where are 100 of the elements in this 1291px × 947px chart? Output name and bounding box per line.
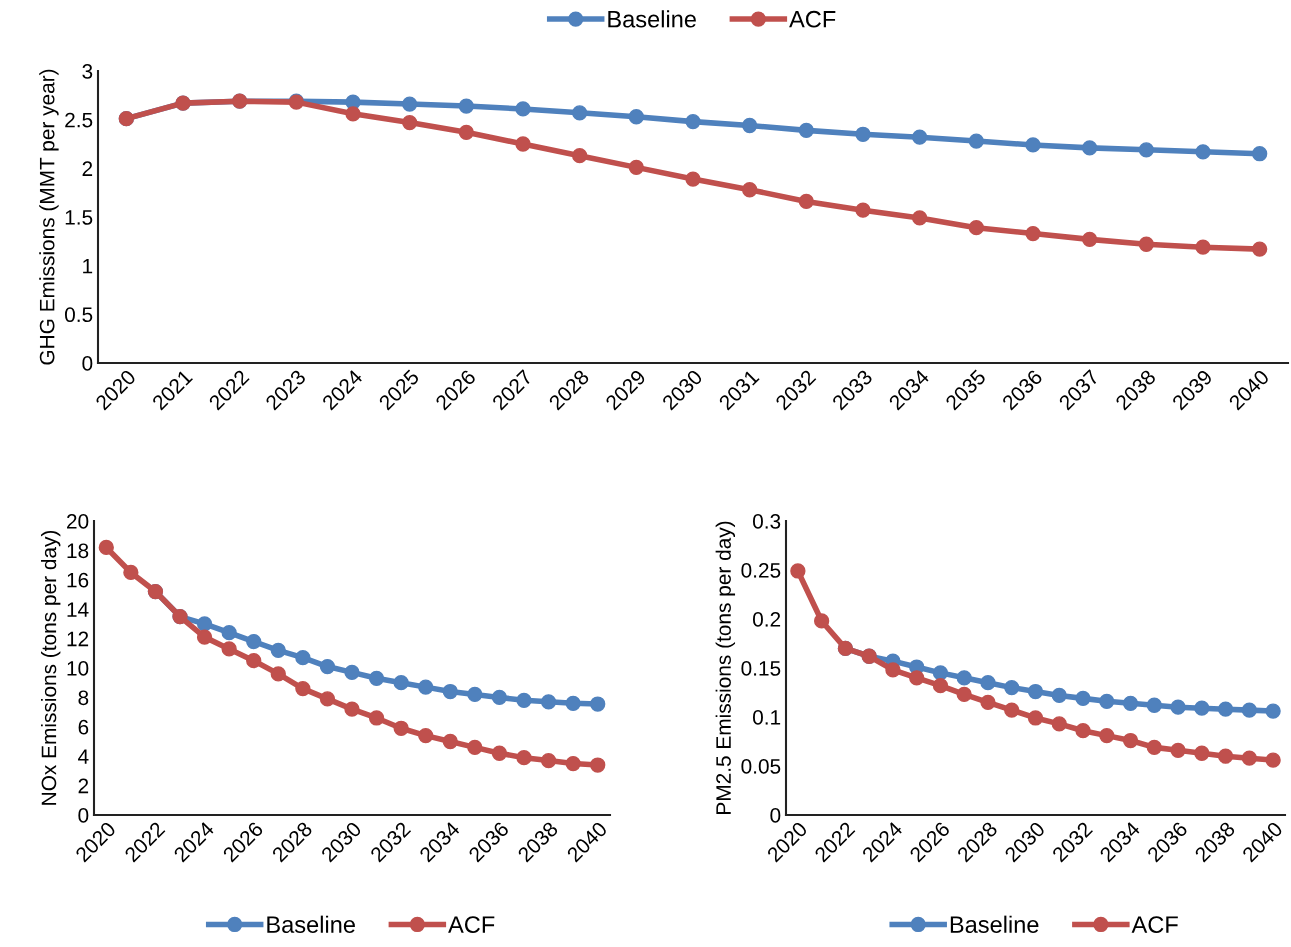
y-tick-label: 2.5 [65,112,93,128]
point [1195,239,1211,255]
point [956,670,972,686]
point [418,679,434,695]
point [196,616,213,632]
point [123,564,139,581]
point [418,727,434,744]
point [1122,732,1139,749]
point [980,675,996,691]
point [1265,703,1281,719]
point [968,133,984,149]
point [590,757,606,773]
point [516,692,532,708]
point [1051,716,1067,732]
point [814,613,830,629]
y-tick-label: 4 [78,749,89,764]
point [1217,701,1234,717]
y-tick-label: 3 [82,64,93,79]
point [628,109,644,125]
point [1241,750,1257,766]
point [515,101,531,117]
point [442,733,458,750]
point [590,696,606,712]
point [855,126,871,142]
point [515,136,531,152]
point [1170,742,1186,758]
point [1138,142,1154,158]
point [221,641,237,657]
point [912,210,928,226]
point [855,202,871,218]
point [368,710,385,726]
point [685,171,701,187]
point [1075,723,1091,739]
point [458,98,474,114]
point [368,670,385,686]
y-tick-label: 8 [78,690,89,706]
point [1194,745,1210,761]
point [540,694,557,710]
point [393,720,409,736]
point [798,193,814,210]
y-tick-label: 0 [78,808,89,823]
point [572,105,588,121]
point [1004,679,1020,696]
point [295,650,311,666]
point [1252,146,1268,162]
y-tick-label: 12 [67,631,89,647]
point [1252,241,1268,257]
y-tick-label: 20 [67,514,89,529]
point [319,691,336,707]
y-tick-label: 2 [78,778,89,794]
point [1025,225,1041,242]
point [467,739,483,756]
point [932,678,949,694]
y-tick-label: 0.3 [752,514,781,529]
point [491,745,508,761]
y-tick-label: 14 [67,602,89,617]
point [402,114,418,131]
point [345,106,361,122]
y-tick-label: 0 [770,808,781,823]
point [1122,695,1139,711]
point [246,633,262,650]
legend-label: ACF [448,916,495,933]
point [540,752,557,769]
point [909,670,925,686]
y-tick-label: 0.2 [752,612,781,627]
point [270,642,286,658]
point [1027,710,1044,726]
y-tick-label: 0.5 [64,307,93,323]
legend-label: Baseline [950,915,1039,933]
point [1195,144,1211,160]
y-tick-label: 18 [67,543,89,559]
legend-label: ACF [789,10,836,28]
y-tick-label: 1 [83,258,93,274]
point [798,122,814,139]
point [1146,739,1162,756]
point [565,695,581,711]
point [344,701,360,717]
point [1170,699,1186,715]
y-tick-label: 0.05 [741,759,781,774]
point [98,539,114,556]
point [221,625,237,641]
point [968,220,984,236]
y-axis-title: GHG Emissions (MMT per year) [39,69,59,365]
point [246,653,262,669]
point [1027,683,1044,700]
point [467,686,483,703]
point [628,159,644,175]
legend-label: ACF [1131,916,1178,933]
point [516,750,532,766]
y-tick-label: 6 [78,719,89,735]
point [685,113,701,130]
point [1099,693,1115,709]
point [1082,231,1098,248]
legend-label: Baseline [267,915,355,933]
point [912,129,928,145]
point [1217,748,1234,764]
y-axis-title: PM2.5 Emissions (tons per day) [715,521,736,814]
point [442,683,458,700]
point [1075,690,1091,707]
y-tick-label: 0.1 [752,710,781,725]
